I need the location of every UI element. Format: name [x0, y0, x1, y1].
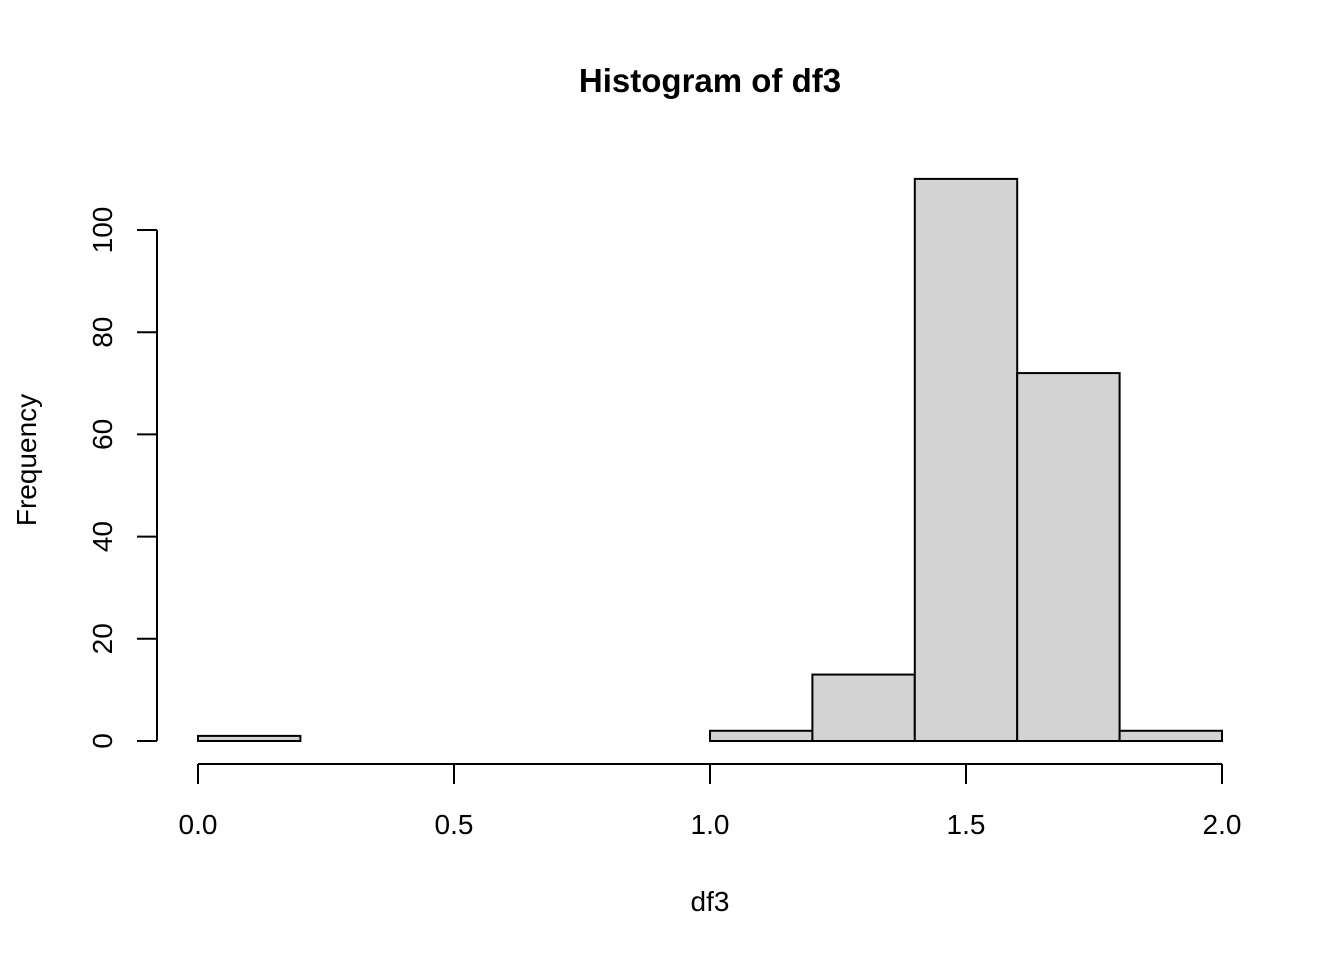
y-tick-label: 20 [87, 623, 118, 654]
x-tick-label: 1.5 [947, 809, 986, 840]
y-tick-label: 0 [87, 733, 118, 749]
histogram-bar [709, 729, 814, 743]
y-tick-label: 40 [87, 521, 118, 552]
x-tick-label: 0.5 [435, 809, 474, 840]
x-tick-label: 1.0 [691, 809, 730, 840]
histogram-bar [1016, 372, 1121, 742]
x-tick-label: 2.0 [1203, 809, 1242, 840]
x-axis: 0.0 0.5 1.0 1.5 2.0 [179, 763, 1242, 840]
histogram-bar [811, 673, 916, 743]
y-tick-label: 80 [87, 317, 118, 348]
histogram-bar [1118, 729, 1223, 743]
histogram-bar [913, 177, 1019, 742]
chart-title: Histogram of df3 [579, 62, 841, 99]
x-axis-label: df3 [691, 886, 730, 917]
y-axis-label: Frequency [11, 394, 42, 526]
y-tick-label: 60 [87, 419, 118, 450]
x-tick-label: 0.0 [179, 809, 218, 840]
y-tick-label: 100 [87, 207, 118, 254]
bars-group [197, 177, 1223, 743]
histogram-bar [197, 734, 302, 743]
y-axis: 0 20 40 60 80 100 [87, 207, 158, 749]
